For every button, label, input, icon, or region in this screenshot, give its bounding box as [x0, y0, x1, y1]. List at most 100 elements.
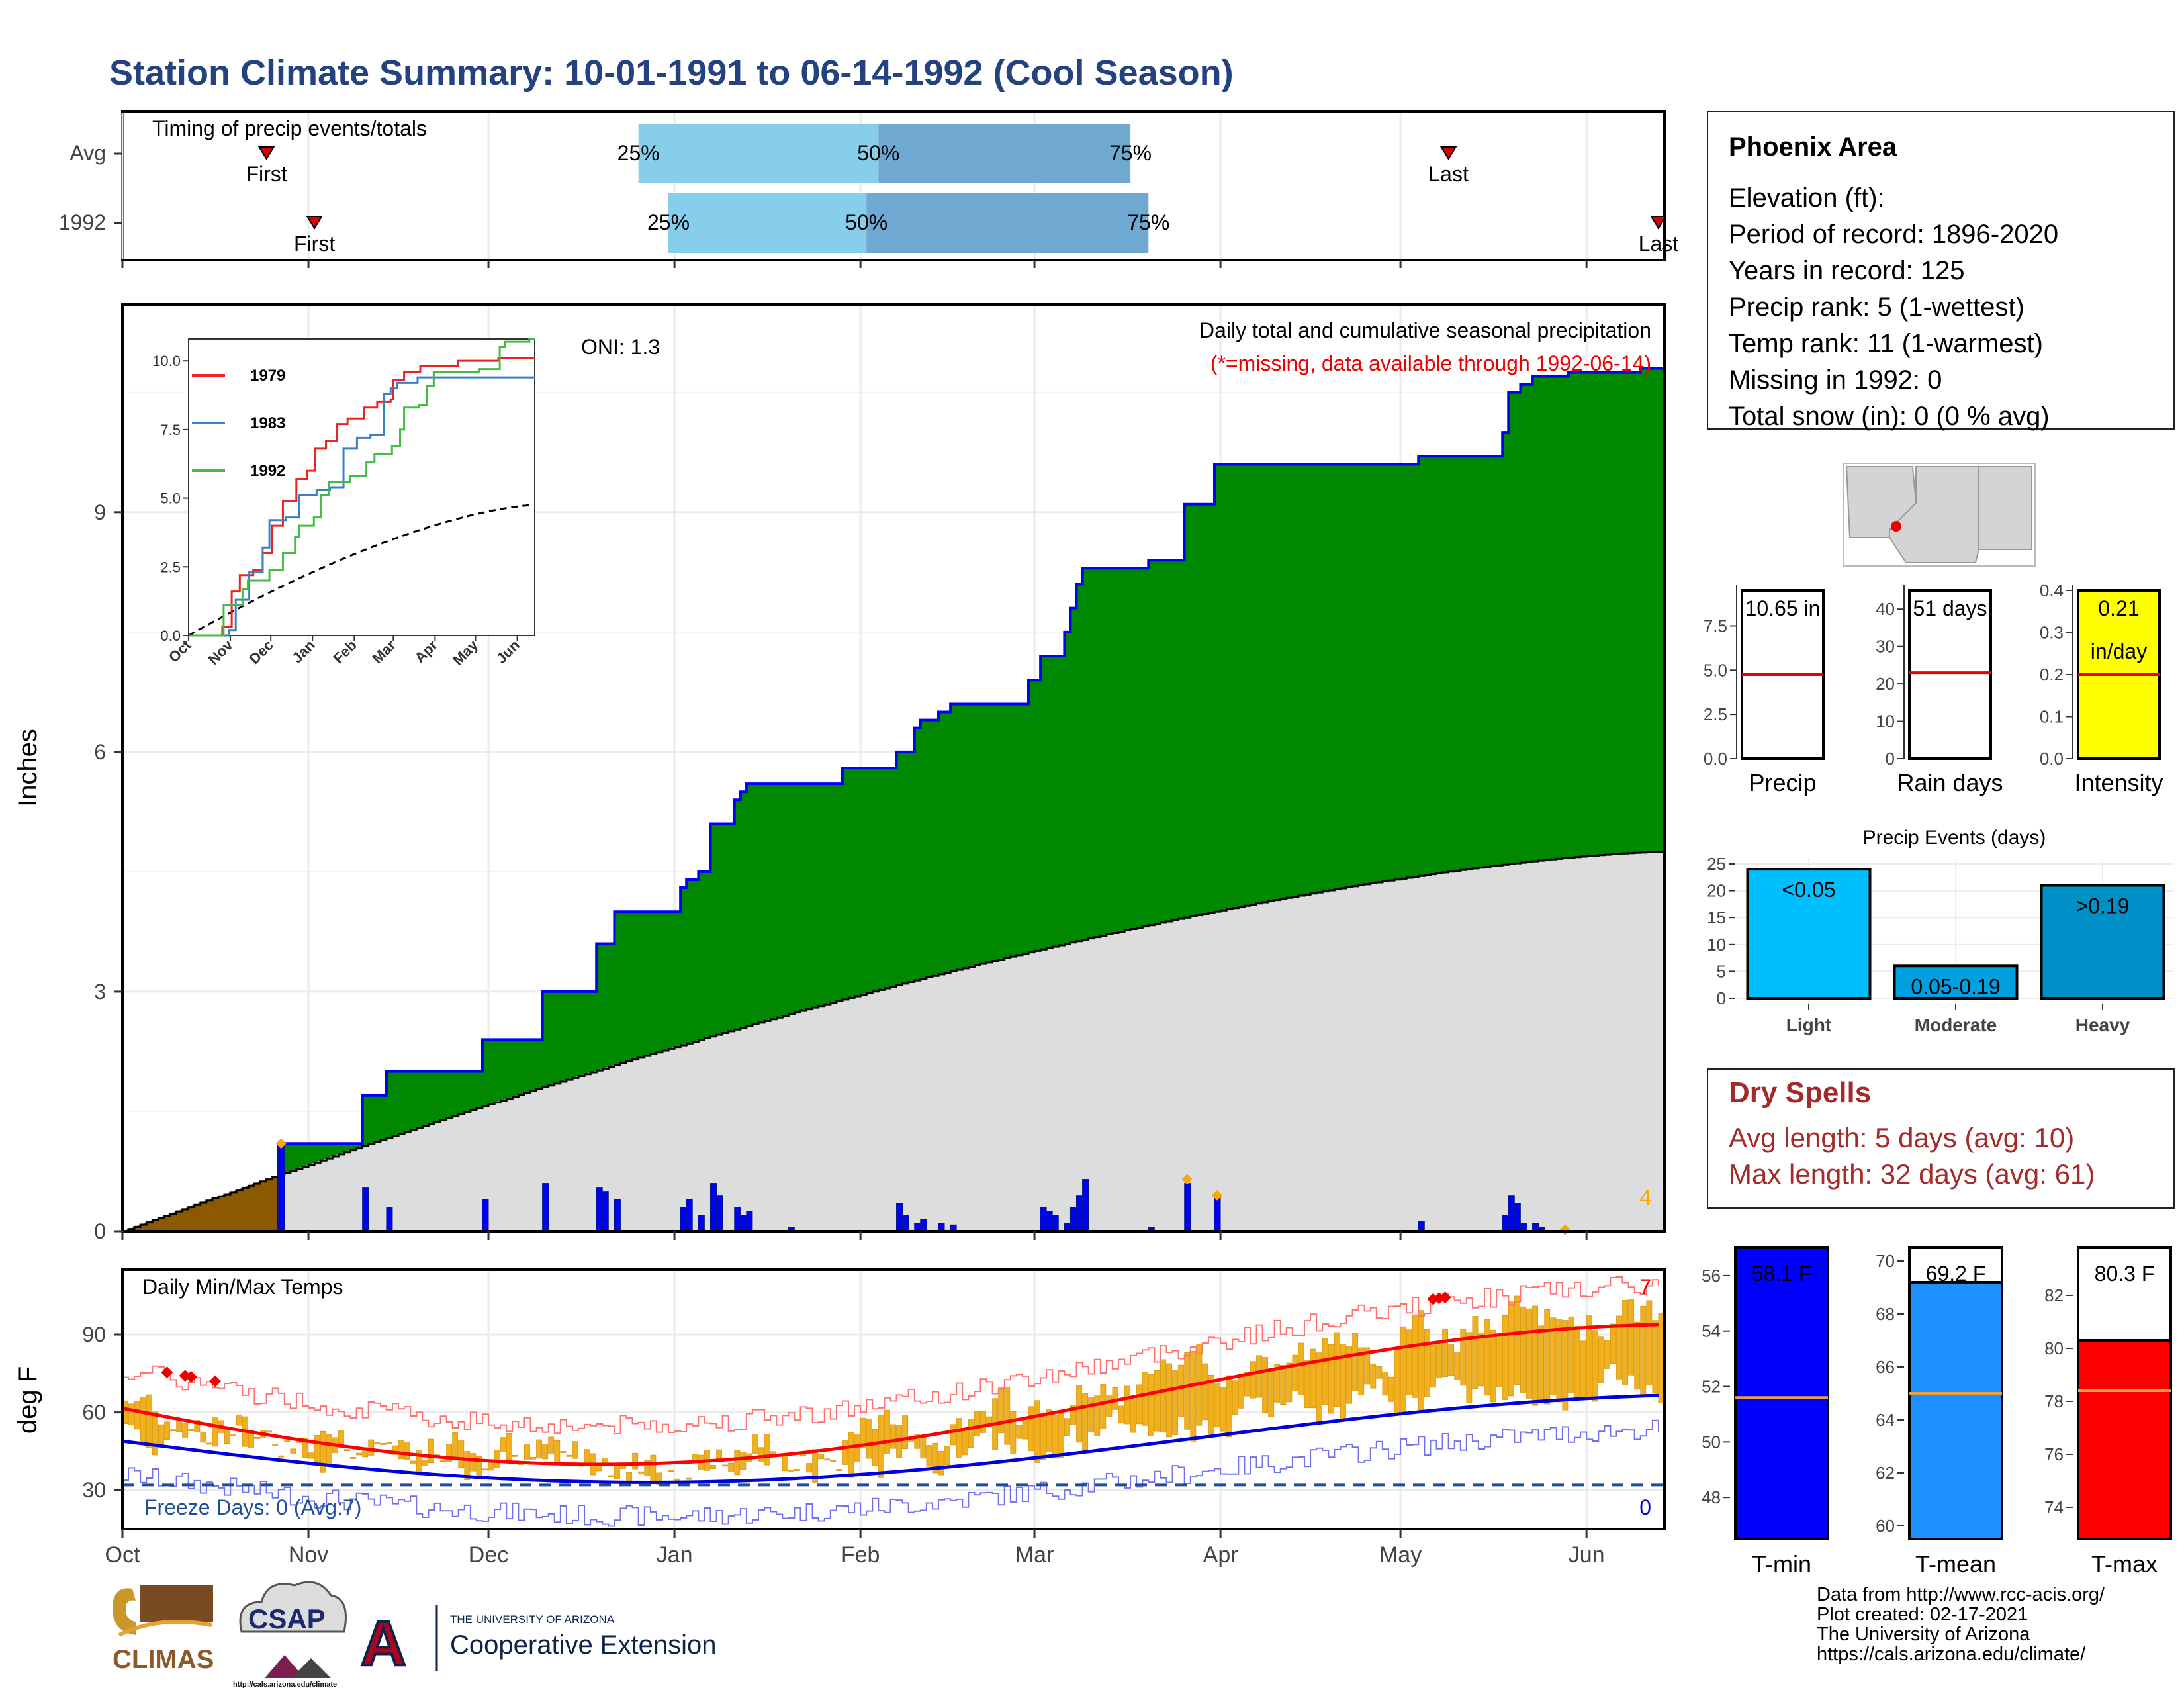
tbar-ytick-label: 80	[2044, 1338, 2064, 1358]
daily-temp-range	[830, 1460, 837, 1462]
daily-temp-range	[428, 1438, 434, 1463]
daily-temp-range	[608, 1475, 614, 1477]
daily-temp-range	[1424, 1329, 1430, 1397]
daily-precip-bar	[1082, 1179, 1089, 1232]
daily-precip-bar	[698, 1215, 705, 1232]
info-line: Years in record: 125	[1729, 256, 1965, 285]
daily-temp-range	[1436, 1344, 1442, 1379]
daily-temp-range	[812, 1449, 819, 1484]
record-day-marker	[1181, 1174, 1193, 1185]
tbar-ytick-label: 54	[1702, 1321, 1721, 1341]
precip-panel: 0 3 6 9 Inches ONI: 1.3 Daily total and cumula…	[13, 303, 1666, 1243]
daily-temp-range	[392, 1445, 398, 1455]
daily-temp-range	[200, 1432, 206, 1443]
daily-temp-range	[1538, 1325, 1545, 1401]
daily-precip-bar	[386, 1207, 393, 1232]
inset-ytick-label: 0.0	[160, 628, 181, 644]
daily-temp-range	[1274, 1364, 1281, 1403]
gauge-ytick-label: 0.2	[2040, 665, 2064, 684]
month-tick-label: Jan	[657, 1542, 693, 1568]
credits: Data from http://www.rcc-acis.org/ Plot …	[1817, 1584, 2105, 1665]
gauge-ytick-label: 40	[1876, 599, 1895, 619]
daily-temp-range	[1544, 1309, 1551, 1405]
timing-title: Timing of precip events/totals	[152, 117, 427, 140]
daily-temp-range	[944, 1446, 950, 1466]
daily-temp-range	[884, 1409, 890, 1454]
normal-area	[122, 851, 1664, 1231]
missing-note: (*=missing, data available through 1992-…	[1210, 352, 1651, 375]
daily-temp-range	[176, 1421, 183, 1432]
timing-first-marker	[257, 146, 275, 160]
precip-title: Daily total and cumulative seasonal prec…	[1199, 318, 1651, 342]
locator-map	[1843, 463, 2036, 567]
daily-precip-bar	[614, 1199, 621, 1232]
timing-p25-label: 25%	[617, 141, 660, 165]
daily-temp-range	[1562, 1320, 1569, 1411]
daily-temp-range	[146, 1394, 152, 1448]
daily-temp-range	[1124, 1385, 1130, 1425]
csap-logo-url: http://cals.arizona.edu/climate	[233, 1681, 337, 1688]
daily-temp-range	[464, 1451, 471, 1480]
daily-temp-range	[1172, 1370, 1179, 1435]
daily-temp-range	[134, 1400, 140, 1430]
daily-temp-range	[824, 1458, 831, 1461]
temperature-summary-bars: 48 50 52 54 56 58.1 F T-min 60 62 64 66 68 70 69.2 F T…	[1702, 1246, 2172, 1577]
ua-small-text: THE UNIVERSITY OF ARIZONA	[450, 1613, 615, 1626]
daily-temp-range	[1502, 1315, 1508, 1400]
timing-first-label: First	[294, 232, 335, 256]
daily-precip-bar	[602, 1191, 609, 1232]
daily-temp-range	[284, 1440, 291, 1442]
daily-temp-range	[842, 1440, 848, 1465]
credit-line: Plot created: 02-17-2021	[1817, 1604, 2028, 1625]
daily-temp-range	[1004, 1386, 1011, 1445]
daily-temp-range	[1076, 1385, 1082, 1443]
daily-temp-range	[986, 1416, 992, 1427]
tbar-ytick-label: 66	[1876, 1357, 1895, 1377]
daily-temp-range	[572, 1441, 578, 1459]
tbar-ytick-label: 74	[2044, 1497, 2064, 1517]
daily-temp-range	[140, 1397, 146, 1443]
daily-temp-range	[1256, 1355, 1262, 1398]
timing-p25-label: 25%	[647, 211, 690, 234]
daily-temp-range	[848, 1432, 854, 1478]
gauge-bar	[1908, 589, 1992, 760]
record-high-line	[122, 1276, 1659, 1435]
daily-temp-range	[356, 1452, 363, 1456]
daily-precip-bar	[1514, 1203, 1521, 1232]
record-high-count: 7	[1639, 1275, 1651, 1299]
daily-temp-range	[782, 1456, 788, 1472]
gauge-value-label: 0.21	[2098, 596, 2139, 620]
daily-temp-range	[872, 1429, 878, 1466]
daily-temp-range	[1052, 1414, 1058, 1459]
cumulative-line	[122, 367, 1664, 1233]
daily-temp-range	[1142, 1372, 1148, 1426]
daily-temp-range	[212, 1417, 218, 1447]
daily-temp-range	[1364, 1347, 1371, 1385]
daily-temp-range	[740, 1452, 747, 1470]
daily-temp-range	[806, 1463, 813, 1473]
daily-temp-range	[170, 1429, 176, 1432]
credit-line: Data from http://www.rcc-acis.org/	[1817, 1584, 2105, 1605]
daily-temp-range	[998, 1387, 1005, 1434]
daily-precip-bar	[542, 1183, 549, 1232]
daily-temp-range	[1460, 1329, 1467, 1386]
daily-temp-range	[1526, 1308, 1532, 1399]
dry-spells-title: Dry Spells	[1729, 1076, 1871, 1109]
daily-temp-range	[1646, 1300, 1653, 1386]
inset-series-line	[189, 376, 535, 637]
daily-temp-range	[1040, 1416, 1046, 1460]
daily-precip-bar	[680, 1207, 687, 1232]
info-line: Precip rank: 5 (1-wettest)	[1729, 293, 2025, 322]
tbar-label: T-mean	[1915, 1550, 1996, 1577]
daily-temp-range	[638, 1471, 645, 1475]
timing-bar-25-50	[638, 124, 879, 183]
events-bar	[2040, 884, 2165, 1000]
timing-bar-50-75	[866, 193, 1149, 253]
tbar-value-label: 58.1 F	[1752, 1262, 1812, 1286]
daily-temp-range	[1160, 1359, 1166, 1432]
station-name: Phoenix Area	[1729, 132, 1897, 162]
daily-temp-range	[1634, 1321, 1641, 1390]
dry-spells-box: Dry Spells Avg length: 5 days (avg: 10) …	[1707, 1068, 2175, 1209]
info-line: Missing in 1992: 0	[1729, 365, 1942, 395]
daily-temp-range	[788, 1469, 794, 1472]
